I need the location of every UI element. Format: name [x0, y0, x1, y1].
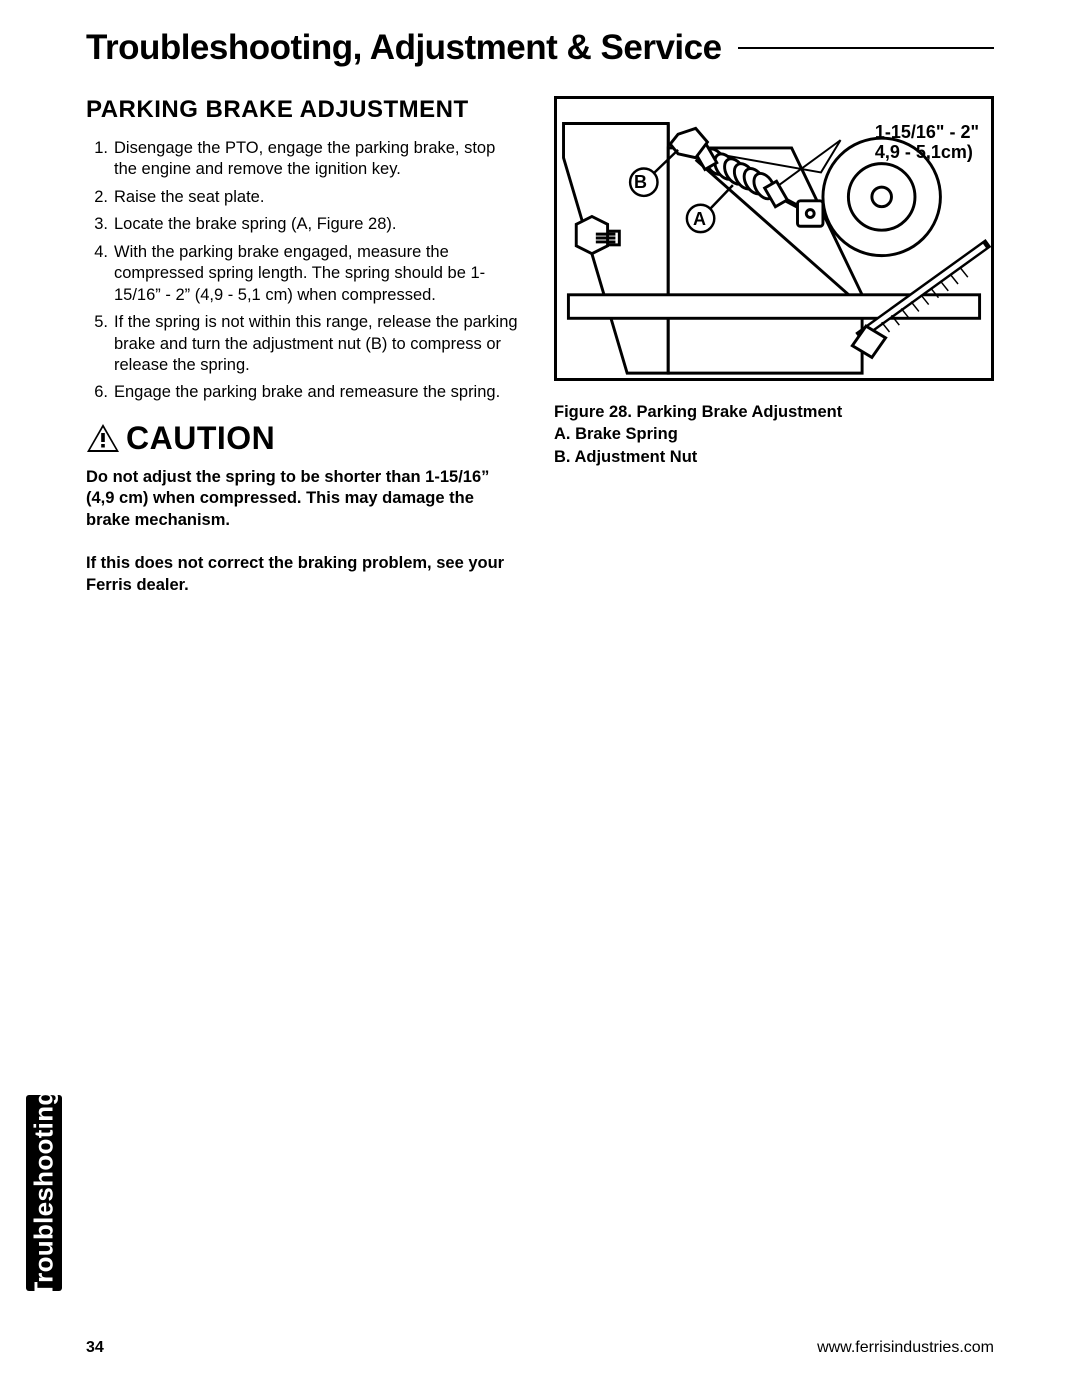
step-number: 4. — [86, 242, 114, 306]
figure-caption: Figure 28. Parking Brake Adjustment A. B… — [554, 401, 994, 468]
step-number: 2. — [86, 187, 114, 208]
step-number: 3. — [86, 214, 114, 235]
step-item: 5.If the spring is not within this range… — [86, 312, 520, 376]
step-text: Locate the brake spring (A, Figure 28). — [114, 214, 520, 235]
footer-url: www.ferrisindustries.com — [817, 1339, 994, 1357]
section-heading: PARKING BRAKE ADJUSTMENT — [86, 96, 520, 124]
caution-word: CAUTION — [126, 420, 275, 457]
step-item: 4.With the parking brake engaged, measur… — [86, 242, 520, 306]
steps-list: 1.Disengage the PTO, engage the parking … — [86, 138, 520, 404]
caution-text: Do not adjust the spring to be shorter t… — [86, 467, 520, 531]
figure-caption-title: Figure 28. Parking Brake Adjustment — [554, 401, 994, 423]
step-text: Raise the seat plate. — [114, 187, 520, 208]
side-tab: Troubleshooting — [26, 1095, 62, 1291]
figure-dim-line1: 1-15/16" - 2" — [875, 122, 979, 142]
side-tab-label: Troubleshooting — [29, 1089, 60, 1297]
figure-label-a: A — [693, 209, 706, 230]
figure-28: 1-15/16" - 2" 4,9 - 5,1cm) B A — [554, 96, 994, 381]
step-text: Engage the parking brake and remeasure t… — [114, 382, 520, 403]
step-number: 6. — [86, 382, 114, 403]
step-text: With the parking brake engaged, measure … — [114, 242, 520, 306]
page-number: 34 — [86, 1339, 104, 1357]
figure-caption-a: A. Brake Spring — [554, 423, 994, 445]
step-text: Disengage the PTO, engage the parking br… — [114, 138, 520, 181]
warning-triangle-icon — [86, 423, 120, 453]
figure-dimension: 1-15/16" - 2" 4,9 - 5,1cm) — [875, 123, 979, 163]
step-number: 1. — [86, 138, 114, 181]
step-item: 2.Raise the seat plate. — [86, 187, 520, 208]
dealer-text: If this does not correct the braking pro… — [86, 553, 520, 596]
figure-dim-line2: 4,9 - 5,1cm) — [875, 142, 973, 162]
step-number: 5. — [86, 312, 114, 376]
figure-label-b: B — [634, 172, 647, 193]
chapter-rule — [738, 47, 994, 49]
step-item: 6.Engage the parking brake and remeasure… — [86, 382, 520, 403]
step-item: 1.Disengage the PTO, engage the parking … — [86, 138, 520, 181]
figure-caption-b: B. Adjustment Nut — [554, 446, 994, 468]
step-item: 3.Locate the brake spring (A, Figure 28)… — [86, 214, 520, 235]
chapter-title: Troubleshooting, Adjustment & Service — [86, 28, 722, 68]
step-text: If the spring is not within this range, … — [114, 312, 520, 376]
caution-heading: CAUTION — [86, 420, 520, 457]
